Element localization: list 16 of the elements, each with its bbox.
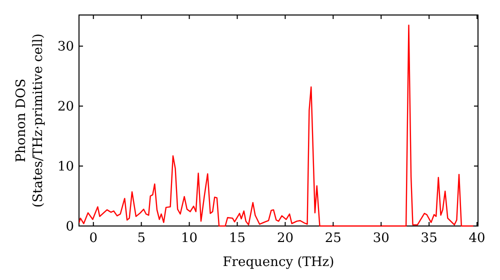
x-axis-title: Frequency (THz) — [222, 255, 334, 270]
x-tick-label: 15 — [228, 231, 246, 246]
y-tick-label: 0 — [66, 220, 74, 235]
y-tick-label: 10 — [57, 160, 74, 175]
line-series — [79, 24, 474, 227]
y-axis-title: Phonon DOS (States/THz·primitive cell) — [14, 33, 46, 208]
x-tick-label: 30 — [372, 231, 390, 246]
x-tick-label: 25 — [324, 231, 342, 246]
y-tick-label: 20 — [57, 100, 74, 115]
y-tick-label: 30 — [57, 40, 74, 55]
x-tick-label: 10 — [181, 231, 198, 246]
x-tick-label: 5 — [137, 231, 146, 246]
x-tick-label: 0 — [89, 231, 98, 246]
x-tick-label: 35 — [420, 231, 438, 246]
x-tick-label: 20 — [276, 231, 294, 246]
x-tick-label: 40 — [468, 231, 486, 246]
